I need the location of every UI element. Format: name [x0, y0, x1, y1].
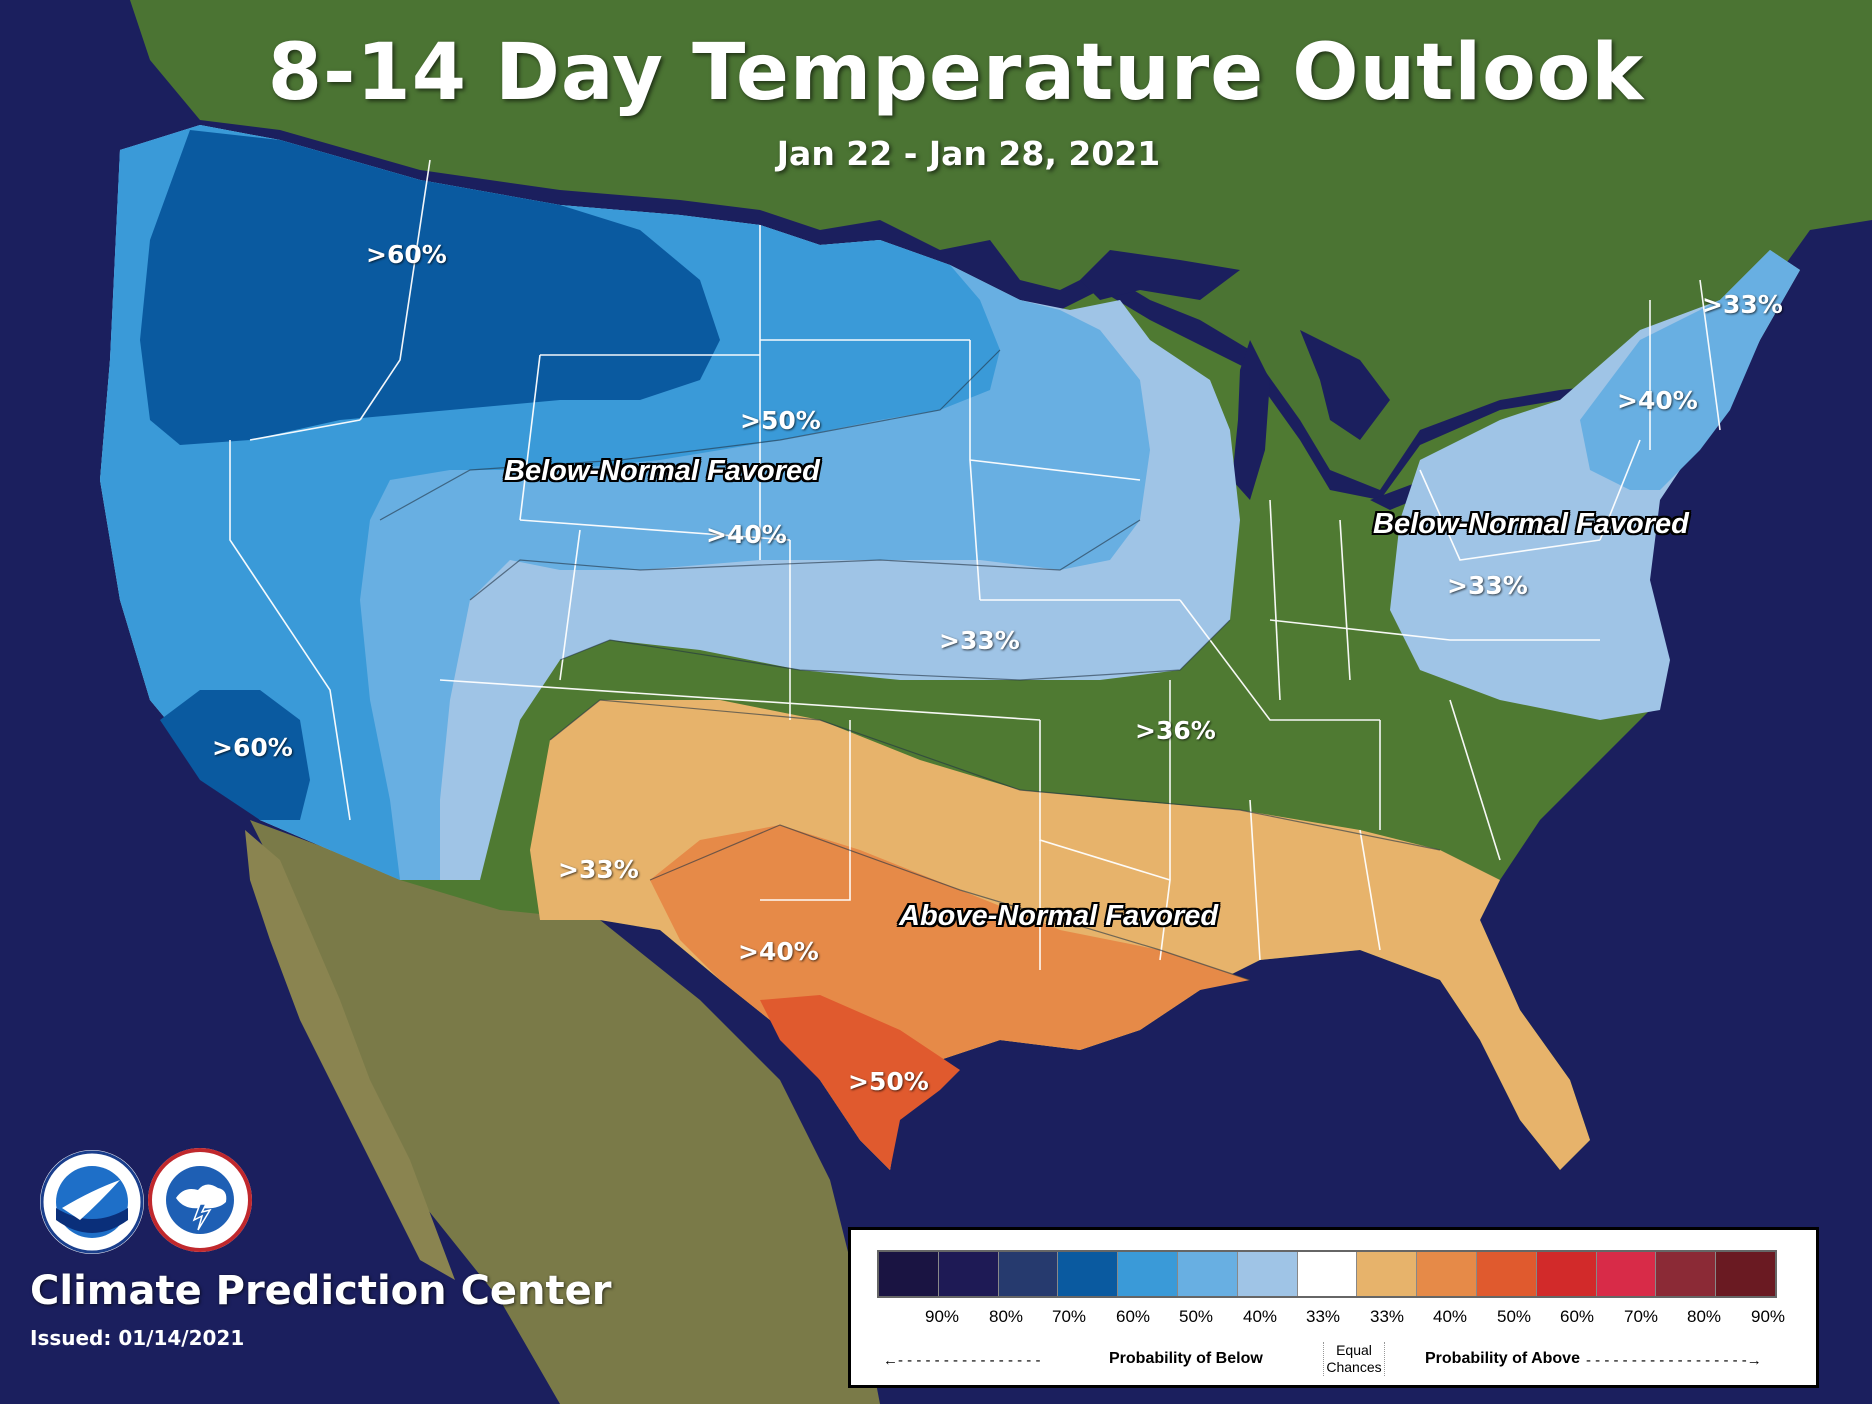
legend-swatch — [938, 1252, 999, 1296]
equal-chances-line1: Equal — [1336, 1342, 1372, 1358]
contour-lines — [379, 349, 1441, 981]
legend-tick: 40% — [1242, 1307, 1278, 1326]
below-normal-west-label: Below-Normal Favored — [504, 455, 820, 487]
date-range: Jan 22 - Jan 28, 2021 — [776, 134, 1161, 173]
contour-label: >33% — [939, 626, 1020, 655]
below-normal-east-label: Below-Normal Favored — [1373, 508, 1689, 540]
legend-color-bar — [877, 1250, 1777, 1298]
canada-land — [130, 0, 1872, 490]
contour-label: >33% — [558, 855, 639, 884]
below-60-socal — [160, 690, 310, 820]
legend-swatch — [1536, 1252, 1597, 1296]
legend-tick: 60% — [1559, 1307, 1595, 1326]
above-normal-label: Above-Normal Favored — [899, 900, 1219, 932]
above-40-region — [650, 825, 1250, 1170]
legend-swatch — [1058, 1252, 1119, 1296]
legend-tick: 50% — [1496, 1307, 1532, 1326]
equal-chances-label: Equal Chances — [1323, 1342, 1385, 1376]
legend-swatch — [1357, 1252, 1418, 1296]
mexico-land — [250, 820, 880, 1404]
legend-swatch — [1237, 1252, 1298, 1296]
contour-label: >50% — [740, 406, 821, 435]
legend-swatch — [1656, 1252, 1717, 1296]
contour-label: >60% — [366, 240, 447, 269]
below-40-east — [1580, 250, 1800, 490]
lake-huron — [1300, 330, 1390, 440]
contour-label: >36% — [1135, 716, 1216, 745]
noaa-logo — [40, 1150, 144, 1254]
legend-tick: 70% — [1623, 1307, 1659, 1326]
contour-label: >60% — [212, 733, 293, 762]
equal-chances-line2: Chances — [1326, 1359, 1382, 1375]
contour-label: >33% — [1447, 571, 1528, 600]
contour-label: >40% — [1617, 386, 1698, 415]
below-60-north — [140, 130, 720, 445]
contour-label: >40% — [738, 937, 819, 966]
probability-below-label: Probability of Below — [1109, 1350, 1263, 1367]
above-50-region — [760, 995, 960, 1170]
nws-logo — [148, 1148, 252, 1252]
legend-swatch — [879, 1252, 939, 1296]
right-arrow-icon: - - - - - - - - - - - - - - - - - -→ — [1586, 1352, 1762, 1369]
climate-prediction-center-label: Climate Prediction Center — [30, 1268, 612, 1314]
probability-legend: 90% 80% 70% 60% 50% 40% 33% 33% 40% 50% … — [848, 1227, 1819, 1388]
legend-tick: 33% — [1369, 1307, 1405, 1326]
legend-swatch — [1476, 1252, 1537, 1296]
contour-label: >40% — [706, 520, 787, 549]
legend-swatch — [1297, 1252, 1358, 1296]
legend-swatch — [1716, 1252, 1775, 1296]
legend-swatch — [1596, 1252, 1657, 1296]
legend-tick: 50% — [1178, 1307, 1214, 1326]
state-boundaries — [229, 159, 1721, 970]
legend-swatch — [1417, 1252, 1477, 1296]
legend-tick: 33% — [1305, 1307, 1341, 1326]
lake-michigan — [1232, 340, 1270, 500]
legend-tick: 80% — [1686, 1307, 1722, 1326]
legend-tick: 70% — [1051, 1307, 1087, 1326]
legend-swatch — [998, 1252, 1059, 1296]
legend-tick: 90% — [1750, 1307, 1786, 1326]
baja-land — [245, 830, 455, 1280]
map-title: 8-14 Day Temperature Outlook — [267, 28, 1645, 118]
contour-label: >50% — [848, 1067, 929, 1096]
legend-tick: 80% — [988, 1307, 1024, 1326]
contour-label: >33% — [1702, 290, 1783, 319]
legend-tick: 90% — [924, 1307, 960, 1326]
issued-date: Issued: 01/14/2021 — [30, 1326, 245, 1350]
legend-tick: 60% — [1115, 1307, 1151, 1326]
lake-superior — [1080, 250, 1240, 300]
left-arrow-icon: ←- - - - - - - - - - - - - - - - — [883, 1352, 1041, 1369]
legend-swatch — [1118, 1252, 1178, 1296]
probability-above-label: Probability of Above — [1425, 1350, 1580, 1367]
legend-tick: 40% — [1432, 1307, 1468, 1326]
legend-swatch — [1177, 1252, 1238, 1296]
